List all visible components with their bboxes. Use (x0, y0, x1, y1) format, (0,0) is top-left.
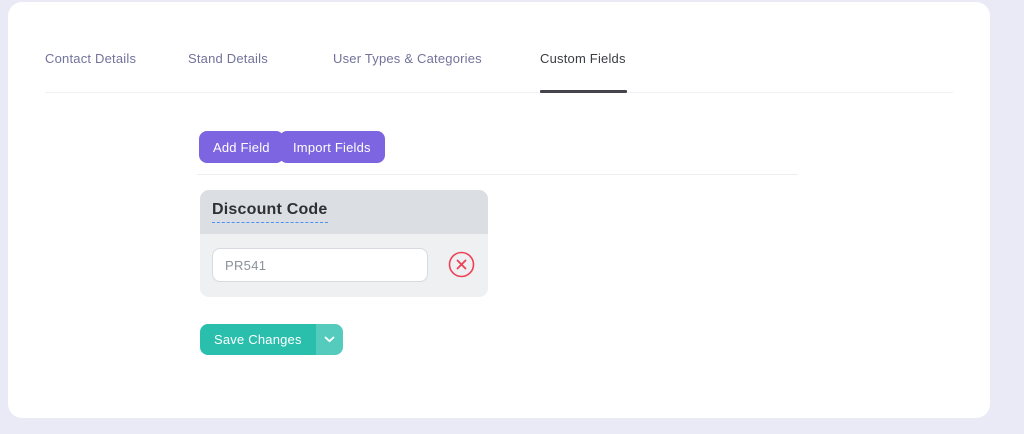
save-changes-button[interactable]: Save Changes (200, 324, 316, 355)
save-changes-split-button: Save Changes (200, 324, 343, 355)
circle-x-icon (448, 251, 475, 281)
import-fields-button[interactable]: Import Fields (279, 131, 385, 163)
settings-panel: Contact Details Stand Details User Types… (8, 2, 990, 418)
custom-field-header: Discount Code (200, 190, 488, 234)
active-tab-underline (540, 90, 627, 93)
tabs-divider (45, 92, 953, 93)
tab-user-types-categories[interactable]: User Types & Categories (333, 51, 482, 66)
tab-custom-fields[interactable]: Custom Fields (540, 51, 626, 66)
chevron-down-icon (324, 336, 335, 343)
content-divider (197, 174, 798, 175)
add-field-button[interactable]: Add Field (199, 131, 284, 163)
custom-field-title[interactable]: Discount Code (212, 201, 328, 223)
save-options-dropdown-button[interactable] (315, 324, 343, 355)
delete-field-button[interactable] (448, 251, 475, 278)
custom-field-body (200, 234, 488, 297)
custom-field-value-input[interactable] (212, 248, 428, 282)
tab-stand-details[interactable]: Stand Details (188, 51, 268, 66)
tab-contact-details[interactable]: Contact Details (45, 51, 137, 66)
custom-field-card: Discount Code (200, 190, 488, 297)
